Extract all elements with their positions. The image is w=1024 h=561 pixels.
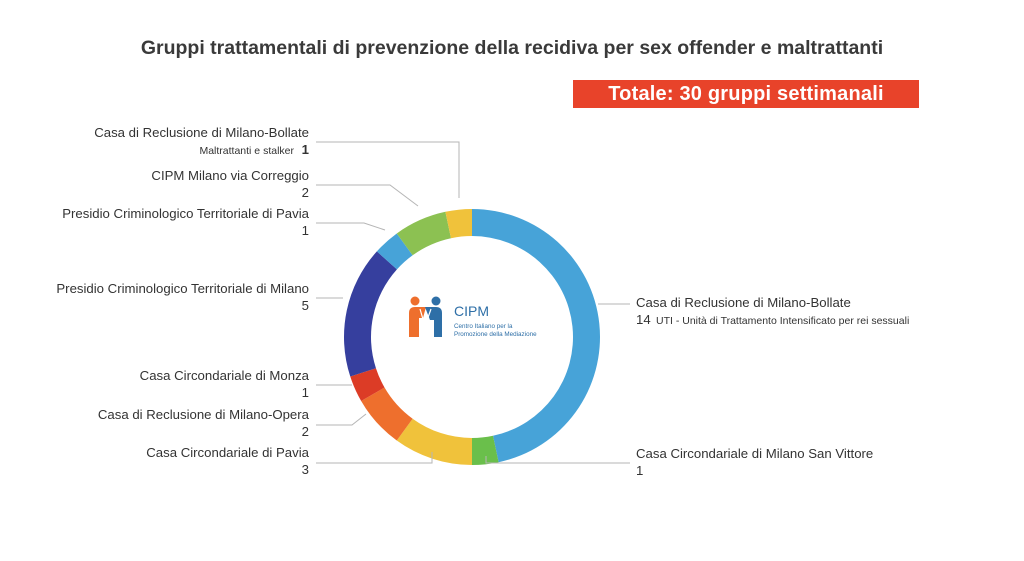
- donut-slice: [396, 418, 472, 465]
- slice-label: Casa di Reclusione di Milano-Bollate 14 UT…: [636, 295, 909, 327]
- slice-label-value: 1: [302, 385, 309, 400]
- leader-line: [316, 413, 367, 426]
- slice-label-value: 3: [302, 462, 309, 477]
- slice-label-value: 1: [302, 142, 309, 157]
- leader-line: [316, 452, 433, 464]
- slice-label-name: Casa di Reclusione di Milano-Bollate: [636, 295, 851, 310]
- slice-label-value: 14: [636, 312, 651, 327]
- slice-label: Presidio Criminologico Territoriale di P…: [62, 206, 309, 238]
- slice-label: Casa Circondariale di Monza 1: [140, 368, 310, 400]
- donut-slice: [396, 211, 452, 256]
- slice-label-note: Maltrattanti e stalker: [199, 145, 294, 157]
- donut-slice: [361, 387, 413, 441]
- two-people-icon: [409, 296, 442, 337]
- donut-slice: [344, 251, 397, 377]
- slice-label: CIPM Milano via Correggio 2: [151, 168, 309, 200]
- slice-label: Casa di Reclusione di Milano-Bollate 1 Mal…: [94, 125, 309, 157]
- slice-label-name: Casa Circondariale di Milano San Vittore: [636, 446, 873, 461]
- slice-label-name: Casa Circondariale di Monza: [140, 368, 310, 383]
- leader-line: [316, 184, 419, 207]
- logo-subtitle: Promozione della Mediazione: [454, 331, 537, 338]
- slice-label-note: UTI - Unità di Trattamento Intensificato…: [656, 315, 909, 327]
- donut-slice: [445, 209, 472, 239]
- leader-line: [316, 222, 386, 231]
- slice-label-name: Casa Circondariale di Pavia: [146, 445, 309, 460]
- slice-label-value: 1: [636, 463, 643, 478]
- slice-label-name: Casa di Reclusione di Milano-Bollate: [94, 125, 309, 140]
- slice-label-value: 2: [302, 185, 309, 200]
- leader-line: [485, 456, 630, 464]
- chart-title: Gruppi trattamentali di prevenzione dell…: [140, 37, 884, 59]
- slice-label-value: 1: [302, 223, 309, 238]
- donut-slice: [472, 435, 499, 465]
- slice-label-value: 5: [302, 298, 309, 313]
- slice-label-value: 2: [302, 424, 309, 439]
- donut-slice: [376, 233, 413, 270]
- slice-label: Casa di Reclusione di Milano-Opera 2: [98, 407, 310, 439]
- slice-label: Presidio Criminologico Territoriale di M…: [56, 281, 309, 313]
- donut-slice: [472, 209, 600, 463]
- leader-line: [316, 141, 460, 198]
- slice-label: Casa Circondariale di Milano San Vittore…: [636, 446, 873, 478]
- donut-slice: [350, 368, 385, 401]
- slice-label: Casa Circondariale di Pavia 3: [146, 445, 309, 477]
- slice-label-name: CIPM Milano via Correggio: [151, 168, 309, 183]
- logo-subtitle: Centro Italiano per la: [454, 323, 513, 330]
- slice-label-name: Presidio Criminologico Territoriale di P…: [62, 206, 309, 221]
- logo-name: CIPM: [454, 303, 489, 319]
- slice-label-name: Presidio Criminologico Territoriale di M…: [56, 281, 309, 296]
- total-badge: Totale: 30 gruppi settimanali: [573, 80, 919, 108]
- slice-label-name: Casa di Reclusione di Milano-Opera: [98, 407, 310, 422]
